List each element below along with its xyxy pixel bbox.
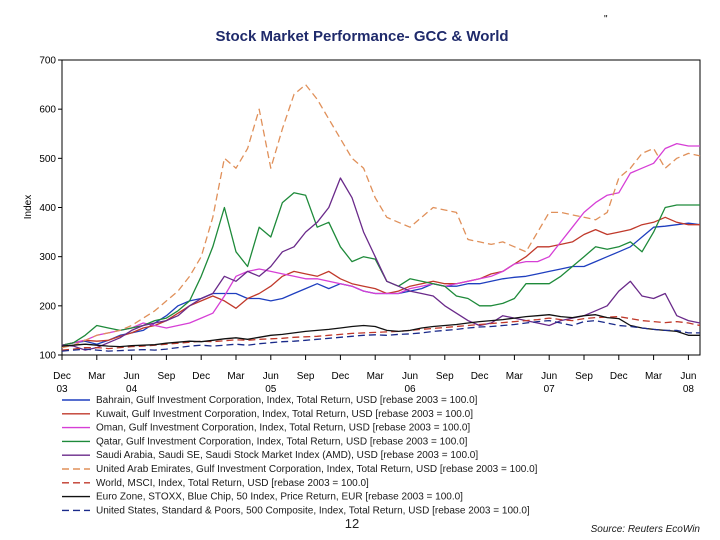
y-tick-label: 400 xyxy=(39,203,56,214)
x-tick-label: Mar xyxy=(506,371,524,382)
x-tick-label: Mar xyxy=(645,371,663,382)
x-tick-year-label: 04 xyxy=(126,384,138,395)
legend-entry: United States, Standard & Poors, 500 Com… xyxy=(96,505,530,516)
legend-entry: Saudi Arabia, Saudi SE, Saudi Stock Mark… xyxy=(96,450,478,461)
y-tick-label: 300 xyxy=(39,252,56,263)
series-line-9 xyxy=(61,319,700,352)
source-note: Source: Reuters EcoWin xyxy=(591,524,701,535)
x-tick-label: Mar xyxy=(88,371,106,382)
series-lines xyxy=(61,83,701,352)
x-tick-label: Dec xyxy=(332,371,350,382)
legend-entry: Euro Zone, STOXX, Blue Chip, 50 Index, P… xyxy=(96,492,463,503)
legend: Bahrain, Gulf Investment Corporation, In… xyxy=(62,395,538,516)
series-line-6 xyxy=(61,83,701,349)
chart-title: Stock Market Performance- GCC & World xyxy=(215,28,508,45)
x-tick-label: Dec xyxy=(192,371,210,382)
x-tick-label: Dec xyxy=(471,371,489,382)
series-line-5 xyxy=(61,177,701,351)
x-tick-label: Jun xyxy=(263,371,279,382)
y-axis-label: Index xyxy=(23,195,34,219)
x-tick-label: Sep xyxy=(575,371,593,382)
x-tick-label: Sep xyxy=(158,371,176,382)
x-tick-label: Jun xyxy=(680,371,696,382)
y-tick-label: 700 xyxy=(39,56,56,67)
x-tick-year-label: 06 xyxy=(404,384,416,395)
y-axis: 100 200 300 400 500 600 700 xyxy=(39,56,62,362)
x-tick-year-label: 08 xyxy=(683,384,695,395)
x-tick-label: Mar xyxy=(227,371,245,382)
legend-entry: Qatar, Gulf Investment Corporation, Inde… xyxy=(96,436,468,447)
x-tick-label: Sep xyxy=(297,371,315,382)
legend-entry: Kuwait, Gulf Investment Corporation, Ind… xyxy=(96,409,473,420)
series-line-1 xyxy=(61,222,701,346)
x-tick-year-label: 05 xyxy=(265,384,277,395)
series-line-8 xyxy=(61,314,700,348)
x-tick-label: Dec xyxy=(610,371,628,382)
series-line-3 xyxy=(61,142,700,346)
x-tick-label: Dec xyxy=(53,371,71,382)
legend-entry: Bahrain, Gulf Investment Corporation, In… xyxy=(96,395,478,406)
legend-entry: United Arab Emirates, Gulf Investment Co… xyxy=(96,464,538,475)
x-tick-label: Jun xyxy=(541,371,557,382)
x-tick-label: Jun xyxy=(124,371,140,382)
y-tick-label: 500 xyxy=(39,154,56,165)
series-line-7 xyxy=(61,315,701,351)
x-tick-year-label: 03 xyxy=(56,384,68,395)
x-tick-label: Sep xyxy=(436,371,454,382)
y-tick-label: 100 xyxy=(39,351,56,362)
x-tick-label: Mar xyxy=(367,371,385,382)
y-tick-label: 600 xyxy=(39,105,56,116)
page-number: 12 xyxy=(345,516,359,531)
x-tick-label: Jun xyxy=(402,371,418,382)
x-tick-year-label: 07 xyxy=(544,384,556,395)
y-tick-label: 200 xyxy=(39,301,56,312)
legend-entry: Oman, Gulf Investment Corporation, Index… xyxy=(96,423,470,434)
header-mark: " xyxy=(604,14,608,25)
x-axis: Dec 03 Mar Jun 04 Sep Dec Mar Jun 05 Sep Dec Mar Jun 0… xyxy=(53,355,696,395)
legend-entry: World, MSCI, Index, Total Return, USD [r… xyxy=(96,478,369,489)
